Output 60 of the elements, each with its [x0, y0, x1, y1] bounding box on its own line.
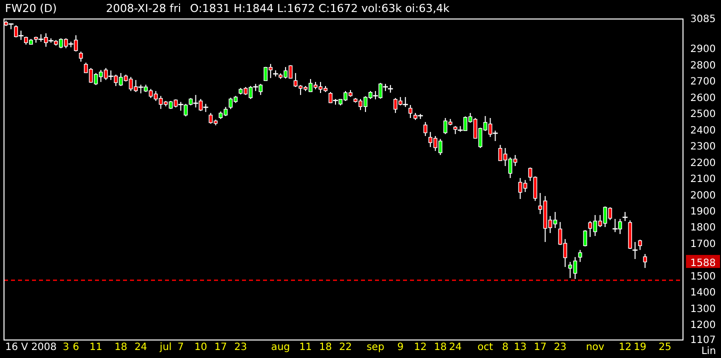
x-tick-label: 16 V 2008: [5, 342, 57, 354]
x-tick-label: 17: [214, 342, 228, 354]
x-tick-label: 12: [618, 342, 632, 354]
y-tick-label: 2300: [690, 142, 716, 153]
x-tick-label: 17: [534, 342, 547, 354]
x-tick-label: sep: [366, 342, 384, 354]
x-tick-label: 9: [397, 342, 404, 354]
candlestick: [643, 253, 647, 268]
y-tick-label: 2700: [690, 76, 716, 88]
y-tick-label: 1400: [690, 288, 716, 299]
x-tick-label: 22: [339, 342, 352, 354]
x-tick-label: 23: [234, 342, 248, 354]
x-tick-label: 18: [114, 342, 128, 354]
x-tick-label: 19: [634, 342, 646, 354]
y-tick-label: 2100: [690, 174, 716, 186]
y-tick-label: 2200: [690, 158, 716, 169]
x-tick-label: 24: [448, 342, 462, 354]
x-tick-label: aug: [271, 342, 290, 354]
x-tick-label: 7: [178, 342, 184, 354]
y-tick-label: 1300: [690, 304, 716, 315]
candlestick: [78, 51, 83, 62]
y-tick-label: 1500: [690, 271, 716, 282]
y-tick-label: 2600: [690, 92, 716, 104]
chart-subtitle: 2008-XI-28 fri: [106, 2, 182, 15]
y-tick-label: 1107: [690, 335, 716, 346]
x-tick-label: 8: [502, 342, 508, 354]
x-tick-label: 25: [658, 342, 672, 354]
x-tick-label: 3: [62, 342, 70, 354]
candlestick: [408, 104, 412, 118]
x-tick-label: 6: [72, 342, 80, 354]
x-tick-label: nov: [586, 342, 604, 354]
x-tick-label: 18: [319, 342, 332, 354]
x-tick-label: jul: [158, 342, 172, 354]
x-tick-label: 10: [194, 342, 208, 354]
text: O:1831 H:1844 L:1672 C:1672 vol:63k oi:63,4k: [190, 2, 450, 15]
y-tick-label: 2800: [690, 60, 716, 72]
x-tick-label: oct: [478, 342, 494, 354]
candlestick: [638, 239, 642, 250]
x-tick-label: 11: [299, 342, 312, 354]
y-tick-label: 1900: [690, 206, 716, 218]
y-tick-label: 1700: [690, 238, 716, 250]
candlestick: [423, 122, 428, 137]
x-tick-label: 18: [434, 342, 447, 354]
x-tick-label: 23: [554, 342, 567, 354]
x-tick-label: 13: [514, 342, 527, 354]
x-tick-label: 11: [90, 342, 102, 354]
y-tick-label: 2900: [690, 44, 716, 56]
y-tick-label: 3085: [690, 14, 716, 26]
y-tick-label: 1800: [690, 222, 716, 234]
candlestick: [583, 230, 588, 247]
text: Lin: [701, 346, 716, 357]
y-tick-label: 2400: [690, 125, 716, 136]
y-tick-label: 2500: [690, 109, 716, 120]
x-tick-label: 24: [134, 342, 148, 354]
candlestick: [578, 249, 582, 262]
chart-title: FW20 (D): [5, 2, 57, 15]
y-tick-label: 2000: [690, 190, 716, 202]
y-tick-label: 1200: [690, 320, 716, 332]
x-tick-label: 12: [414, 342, 427, 354]
annotation: 1588: [690, 258, 716, 269]
